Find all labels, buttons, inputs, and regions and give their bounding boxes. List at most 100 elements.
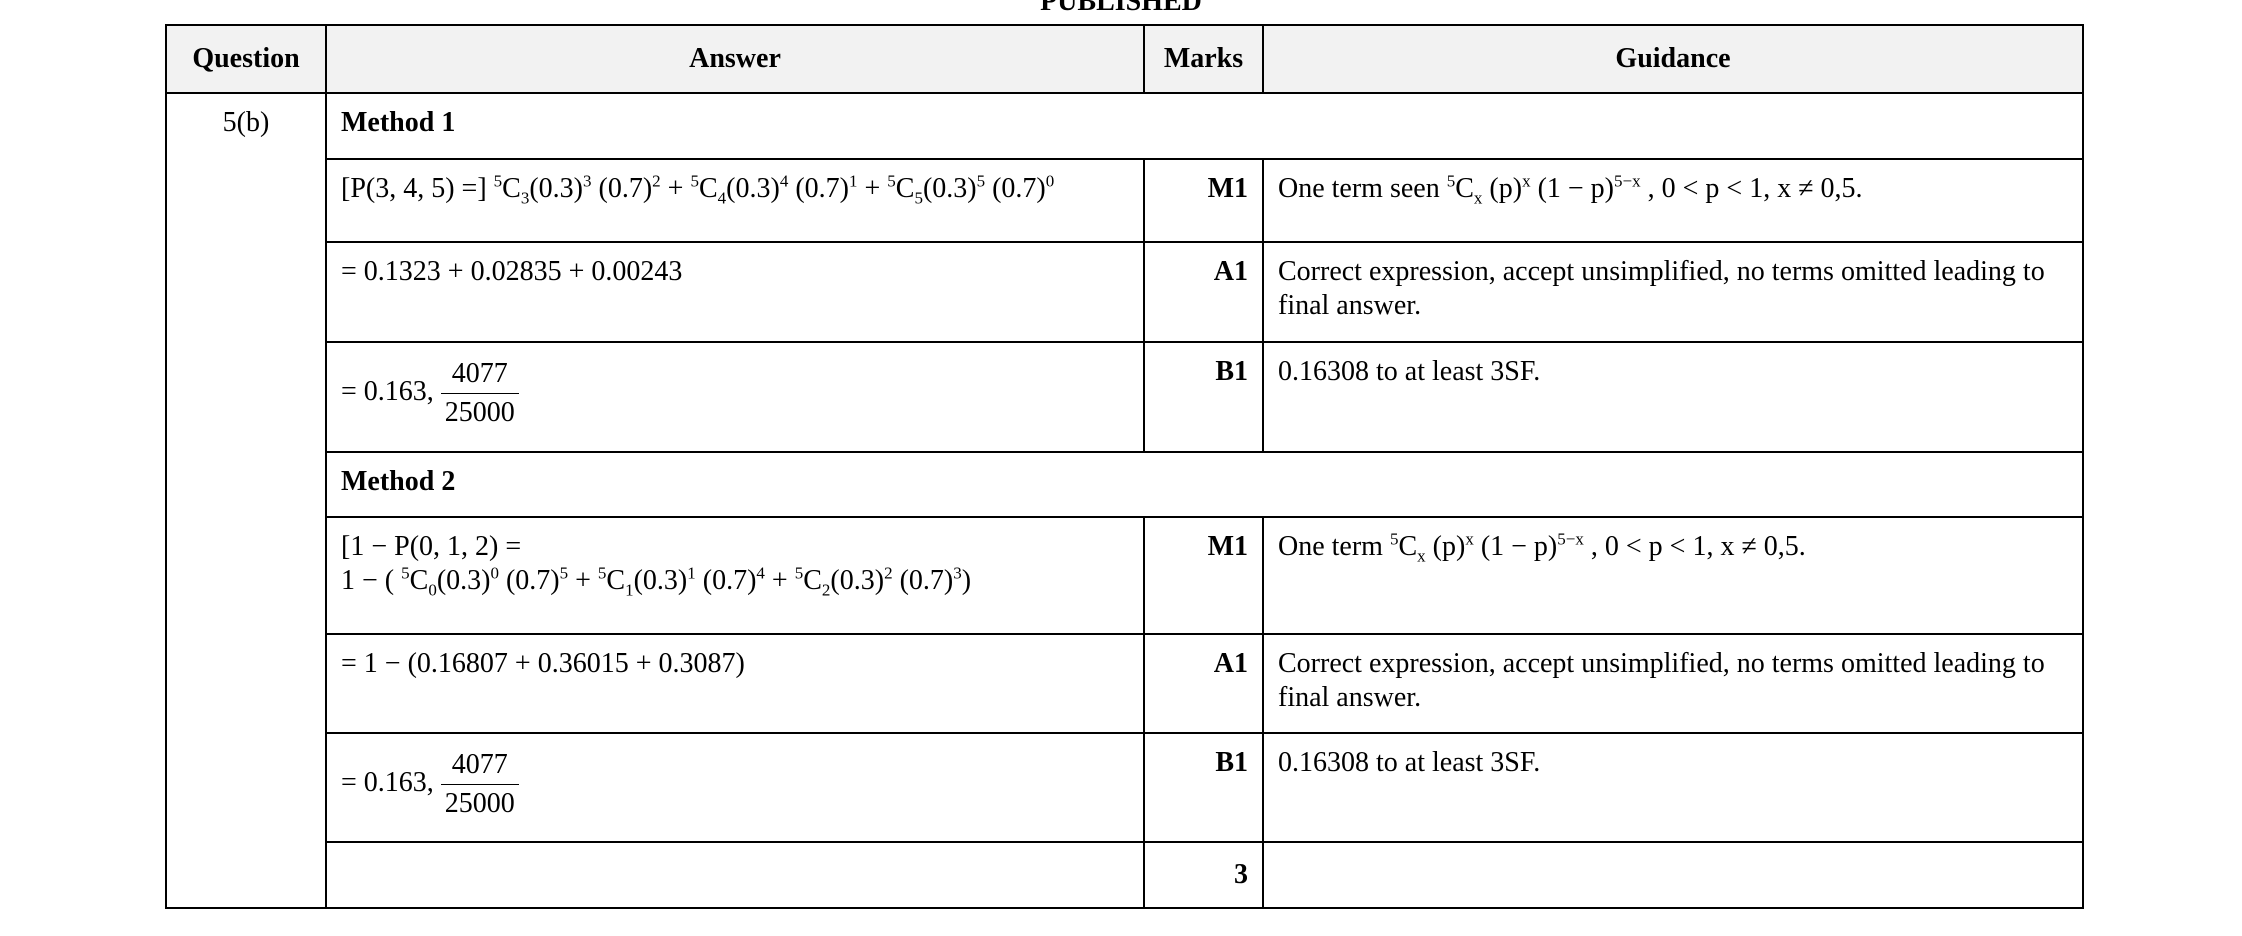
text-run: + bbox=[857, 173, 888, 204]
text-run: C bbox=[895, 173, 915, 204]
answer-cell: = 0.163, 4077 25000 bbox=[325, 341, 1145, 453]
row: [P(3, 4, 5) =] 5C3(0.3)3 (0.7)2 + 5C4(0.… bbox=[166, 158, 2084, 243]
marks-cell: A1 bbox=[1143, 633, 1264, 734]
row: [1 − P(0, 1, 2) = 1 − ( 5C0(0.3)0 (0.7)5 … bbox=[166, 516, 2084, 635]
text-run: C bbox=[409, 565, 429, 596]
text-line: = 1 − (0.16807 + 0.36015 + 0.3087) bbox=[341, 647, 1129, 681]
superscript: 1 bbox=[687, 563, 696, 583]
text-run: = 0.163, bbox=[341, 375, 441, 407]
text-line: = 0.163, 4077 25000 bbox=[341, 355, 1129, 432]
superscript: 5 bbox=[1389, 529, 1399, 549]
text-run: (p) bbox=[1482, 173, 1523, 204]
text-run: (0.7) bbox=[498, 565, 560, 596]
mark-scheme-table: Question Answer Marks Guidance 5(b) Metho… bbox=[165, 24, 2084, 909]
text-run: 0.16308 to at least 3SF. bbox=[1278, 356, 1541, 387]
text-run: (0.7) bbox=[985, 173, 1046, 204]
subscript: 0 bbox=[428, 580, 437, 600]
superscript: 5 bbox=[690, 171, 699, 191]
text-run: , 0 < p < 1, x ≠ 0,5. bbox=[1640, 173, 1863, 204]
fraction: 4077 25000 bbox=[440, 355, 519, 432]
subscript: 3 bbox=[520, 188, 530, 208]
header-cell: Guidance bbox=[1262, 24, 2084, 94]
superscript: 4 bbox=[779, 171, 789, 191]
subscript: x bbox=[1473, 188, 1483, 208]
header-cell: Answer bbox=[325, 24, 1145, 94]
text-run: C bbox=[1455, 173, 1474, 204]
superscript: 0 bbox=[1045, 171, 1055, 191]
superscript: 5 bbox=[976, 171, 986, 191]
text-run: C bbox=[803, 565, 822, 596]
marks-cell: B1 bbox=[1143, 732, 1264, 843]
marks-cell: M1 bbox=[1143, 516, 1264, 635]
superscript: 5 bbox=[597, 563, 607, 583]
text-run: 1 − ( bbox=[341, 565, 402, 596]
superscript: 4 bbox=[756, 563, 765, 583]
text-line: One term seen 5Cx (p)x (1 − p)5−x , 0 < … bbox=[1278, 171, 2068, 208]
row: = 0.1323 + 0.02835 + 0.00243 A1 Correct ex… bbox=[166, 241, 2084, 343]
guidance-cell bbox=[1262, 841, 2084, 909]
text-run: (0.3) bbox=[436, 565, 491, 596]
text-run: + bbox=[660, 173, 691, 204]
text-run: (1 − p) bbox=[1530, 173, 1615, 204]
header-cell: Marks bbox=[1143, 24, 1264, 94]
text-run: Correct expression, accept unsimplified,… bbox=[1278, 648, 2045, 713]
marks-cell: B1 bbox=[1143, 341, 1264, 453]
text-run: One term bbox=[1278, 531, 1390, 562]
superscript: 5 bbox=[1446, 171, 1456, 191]
superscript: 2 bbox=[652, 171, 661, 191]
text-run: , 0 < p < 1, x ≠ 0,5. bbox=[1583, 531, 1806, 562]
text-run: (1 − p) bbox=[1473, 531, 1558, 562]
text-run: (0.3) bbox=[922, 173, 977, 204]
text-run: C bbox=[502, 173, 521, 204]
text-line: Correct expression, accept unsimplified,… bbox=[1278, 647, 2068, 715]
text-line: = 0.163, 4077 25000 bbox=[341, 746, 1129, 823]
subscript: 4 bbox=[717, 188, 727, 208]
numerator: 4077 bbox=[440, 355, 519, 394]
text-run: = 1 − (0.16807 + 0.36015 + 0.3087) bbox=[341, 648, 745, 679]
row: = 0.163, 4077 25000 B1 0.16308 to at least … bbox=[166, 732, 2084, 843]
row: = 1 − (0.16807 + 0.36015 + 0.3087) A1 Corr… bbox=[166, 633, 2084, 734]
text-run: (0.3) bbox=[633, 565, 688, 596]
text-run: Correct expression, accept unsimplified,… bbox=[1278, 256, 2045, 321]
text-line: [1 − P(0, 1, 2) = bbox=[341, 530, 1129, 564]
answer-cell: [1 − P(0, 1, 2) = 1 − ( 5C0(0.3)0 (0.7)5 … bbox=[325, 516, 1145, 635]
subscript: 5 bbox=[914, 188, 923, 208]
text-run: = 0.163, bbox=[341, 766, 441, 798]
text-run: + bbox=[764, 565, 795, 596]
superscript: 5−x bbox=[1614, 171, 1641, 191]
text-run: (0.7) bbox=[591, 173, 653, 204]
marks-cell: M1 bbox=[1143, 158, 1264, 243]
text-line: [P(3, 4, 5) =] 5C3(0.3)3 (0.7)2 + 5C4(0.… bbox=[341, 171, 1129, 208]
text-run: [1 − P(0, 1, 2) = bbox=[341, 531, 522, 562]
total-marks: 3 bbox=[1143, 841, 1264, 909]
superscript: 0 bbox=[490, 563, 499, 583]
guidance-cell: One term seen 5Cx (p)x (1 − p)5−x , 0 < … bbox=[1262, 158, 2084, 243]
text-run: (0.7) bbox=[788, 173, 849, 204]
subscript: 2 bbox=[821, 580, 831, 600]
total-row: 3 bbox=[166, 841, 2084, 909]
superscript: 5 bbox=[887, 171, 896, 191]
guidance-cell: One term 5Cx (p)x (1 − p)5−x , 0 < p < 1… bbox=[1262, 516, 2084, 635]
guidance-cell: Correct expression, accept unsimplified,… bbox=[1262, 633, 2084, 734]
fraction: 4077 25000 bbox=[440, 746, 519, 823]
text-run: (p) bbox=[1425, 531, 1466, 562]
row: = 0.163, 4077 25000 B1 0.16308 to at least … bbox=[166, 341, 2084, 453]
guidance-cell: 0.16308 to at least 3SF. bbox=[1262, 732, 2084, 843]
marks-cell: A1 bbox=[1143, 241, 1264, 343]
numerator: 4077 bbox=[440, 746, 519, 785]
text-run: = 0.1323 + 0.02835 + 0.00243 bbox=[341, 256, 683, 287]
method-label: Method 2 bbox=[325, 451, 2084, 518]
subscript: x bbox=[1417, 546, 1426, 566]
question-cell: 5(b) bbox=[165, 92, 327, 909]
text-run: 0.16308 to at least 3SF. bbox=[1278, 747, 1541, 778]
superscript: 5 bbox=[794, 563, 804, 583]
superscript: 2 bbox=[884, 563, 893, 583]
answer-cell bbox=[325, 841, 1145, 909]
header-top: PUBLISHED bbox=[1040, 0, 1202, 17]
text-run: (0.7) bbox=[695, 565, 757, 596]
superscript: 5 bbox=[559, 563, 569, 583]
text-run: C bbox=[606, 565, 626, 596]
text-run: One term seen bbox=[1278, 173, 1447, 204]
answer-cell: [P(3, 4, 5) =] 5C3(0.3)3 (0.7)2 + 5C4(0.… bbox=[325, 158, 1145, 243]
text-run: C bbox=[698, 173, 718, 204]
